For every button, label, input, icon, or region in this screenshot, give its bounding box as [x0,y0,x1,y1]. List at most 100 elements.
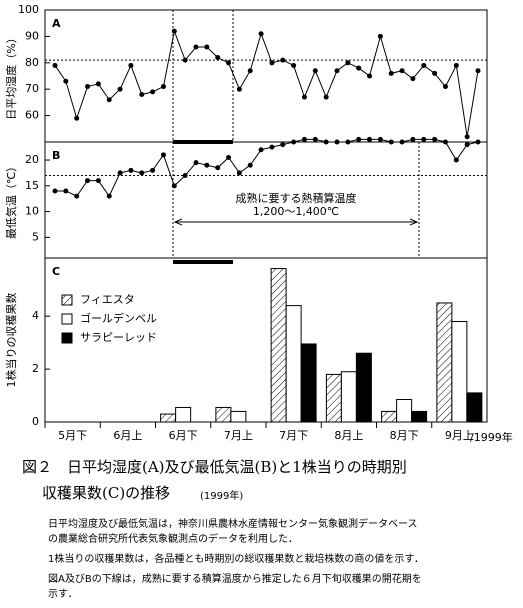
point [226,60,232,66]
point [280,57,286,63]
legend-swatch [61,332,73,344]
point [106,97,112,103]
point [312,136,318,142]
point [367,73,373,79]
point [291,139,297,145]
point [410,136,416,142]
point [63,188,69,194]
point [453,62,459,68]
note: 1株当りの収穫果数は，各品種とも時期別の総収穫果数と栽培株数の商の値を示す． [48,552,424,565]
note: の農業総合研究所代表気象観測点のデータを利用した． [48,532,298,545]
bar [451,320,468,423]
point [356,136,362,142]
point [95,81,101,87]
point [442,139,448,145]
note: 図A及びBの下線は，成熟に要する積算温度から推定した６月下旬収穫果の開花期を [48,572,422,585]
point [52,62,58,68]
point [421,62,427,68]
point [475,68,481,74]
x-tick-label: 6月下 [169,429,198,442]
point [269,60,275,66]
bar [230,410,247,423]
y-tick-label: 20 [25,153,39,166]
panel-letter: C [52,265,60,278]
point [171,183,177,189]
point [95,178,101,184]
legend-label: フィエスタ [80,293,135,306]
bar [411,410,428,423]
y-tick-label: 15 [25,179,39,192]
point [150,167,156,173]
y-axis-label: 日平均湿度（%） [4,32,18,119]
point [421,136,427,142]
x-tick-label: 9月上 [445,429,474,442]
point [117,170,123,176]
point [475,139,481,145]
point [236,86,242,92]
x-tick-label: 7月上 [224,429,253,442]
point [139,91,145,97]
point [128,62,134,68]
point [399,139,405,145]
caption-year: (1999年) [200,489,243,502]
point [388,139,394,145]
line [55,138,479,198]
x-tick-label: 7月下 [279,429,308,442]
y-tick-label: 90 [25,29,39,42]
y-tick-label: 4 [32,309,39,322]
point [182,173,188,179]
point [215,165,221,171]
point [85,84,91,90]
point [247,162,253,168]
point [193,160,199,166]
point [106,193,112,199]
y-tick-label: 100 [18,3,39,16]
point [215,55,221,61]
point [139,170,145,176]
bar [396,399,413,423]
point [301,136,307,142]
point [356,65,362,71]
point [128,167,134,173]
y-tick-label: 60 [25,109,39,122]
caption-title: 収穫果数(C)の推移 [42,484,170,502]
point [160,84,166,90]
bar [285,305,302,423]
point [388,70,394,76]
y-axis-label: 最低気温（℃） [4,161,18,239]
point [247,68,253,74]
point [269,144,275,150]
caption-title: 図２ 日平均湿度(A)及び最低気温(B)と1株当りの時期別 [22,458,407,476]
note: 示す． [48,588,78,600]
point [226,154,232,160]
point [193,44,199,50]
bar [381,410,398,423]
y-tick-label: 2 [32,362,39,375]
legend-label: サラピーレッド [80,331,157,344]
point [301,94,307,100]
y-tick-label: 10 [25,205,39,218]
bar [325,373,342,423]
panel-letter: A [52,17,61,30]
point [291,62,297,68]
point [74,115,80,121]
bar [340,371,357,423]
point [204,44,210,50]
annotation: 1,200〜1,400℃ [253,205,339,218]
point [377,33,383,39]
point [63,78,69,84]
legend-label: ゴールデンベル [80,311,157,325]
point [258,147,264,153]
point [410,76,416,82]
y-tick-label: 80 [25,56,39,69]
point [453,157,459,163]
legend-swatch [61,313,73,325]
bar [175,406,192,423]
bar [270,268,287,423]
bar [466,392,483,423]
y-tick-label: 70 [25,82,39,95]
point [334,139,340,145]
point [312,68,318,74]
point [334,68,340,74]
point [85,178,91,184]
